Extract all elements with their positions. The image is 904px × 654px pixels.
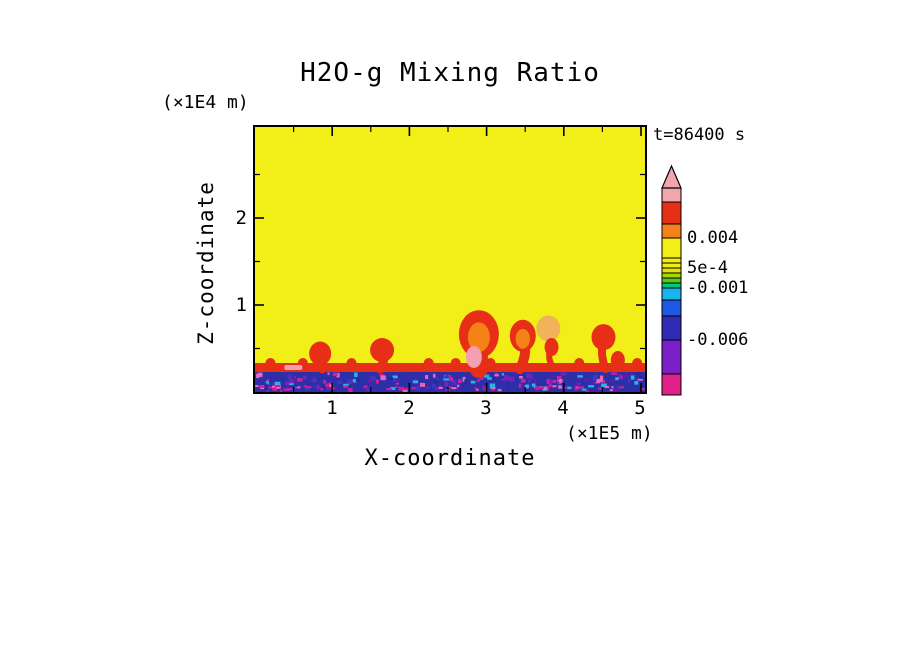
surface-speckles: [255, 372, 645, 392]
plot-area: [253, 125, 647, 394]
time-annotation: t=86400 s: [653, 125, 746, 145]
colorbar-label-mid: 5e-4: [687, 258, 728, 278]
x-axis-title: X-coordinate: [364, 446, 536, 471]
colorbar-label-high: 0.004: [687, 228, 739, 248]
x-tick-label-2: 2: [403, 397, 415, 419]
chart-title: H2O-g Mixing Ratio: [300, 58, 600, 88]
x-tick-label-4: 4: [557, 397, 569, 419]
x-tick-label-1: 1: [326, 397, 338, 419]
interface-band: [255, 363, 645, 372]
axis-ticks: [255, 127, 645, 392]
y-axis-title: Z-coordinate: [194, 181, 218, 345]
x-tick-label-3: 3: [480, 397, 492, 419]
colorbar-label-neg1: -0.001: [687, 278, 749, 298]
y-axis-units-label: (×1E4 m): [162, 92, 249, 113]
x-axis-units-label: (×1E5 m): [566, 423, 653, 444]
plumes: [309, 310, 616, 378]
y-tick-label-2: 2: [235, 207, 247, 229]
field-svg: [255, 127, 645, 392]
colorbar: [661, 164, 682, 396]
y-tick-label-1: 1: [235, 294, 247, 316]
colorbar-arrow-tip: [661, 164, 682, 189]
colorbar-label-neg6: -0.006: [687, 330, 749, 350]
x-tick-label-5: 5: [634, 397, 646, 419]
